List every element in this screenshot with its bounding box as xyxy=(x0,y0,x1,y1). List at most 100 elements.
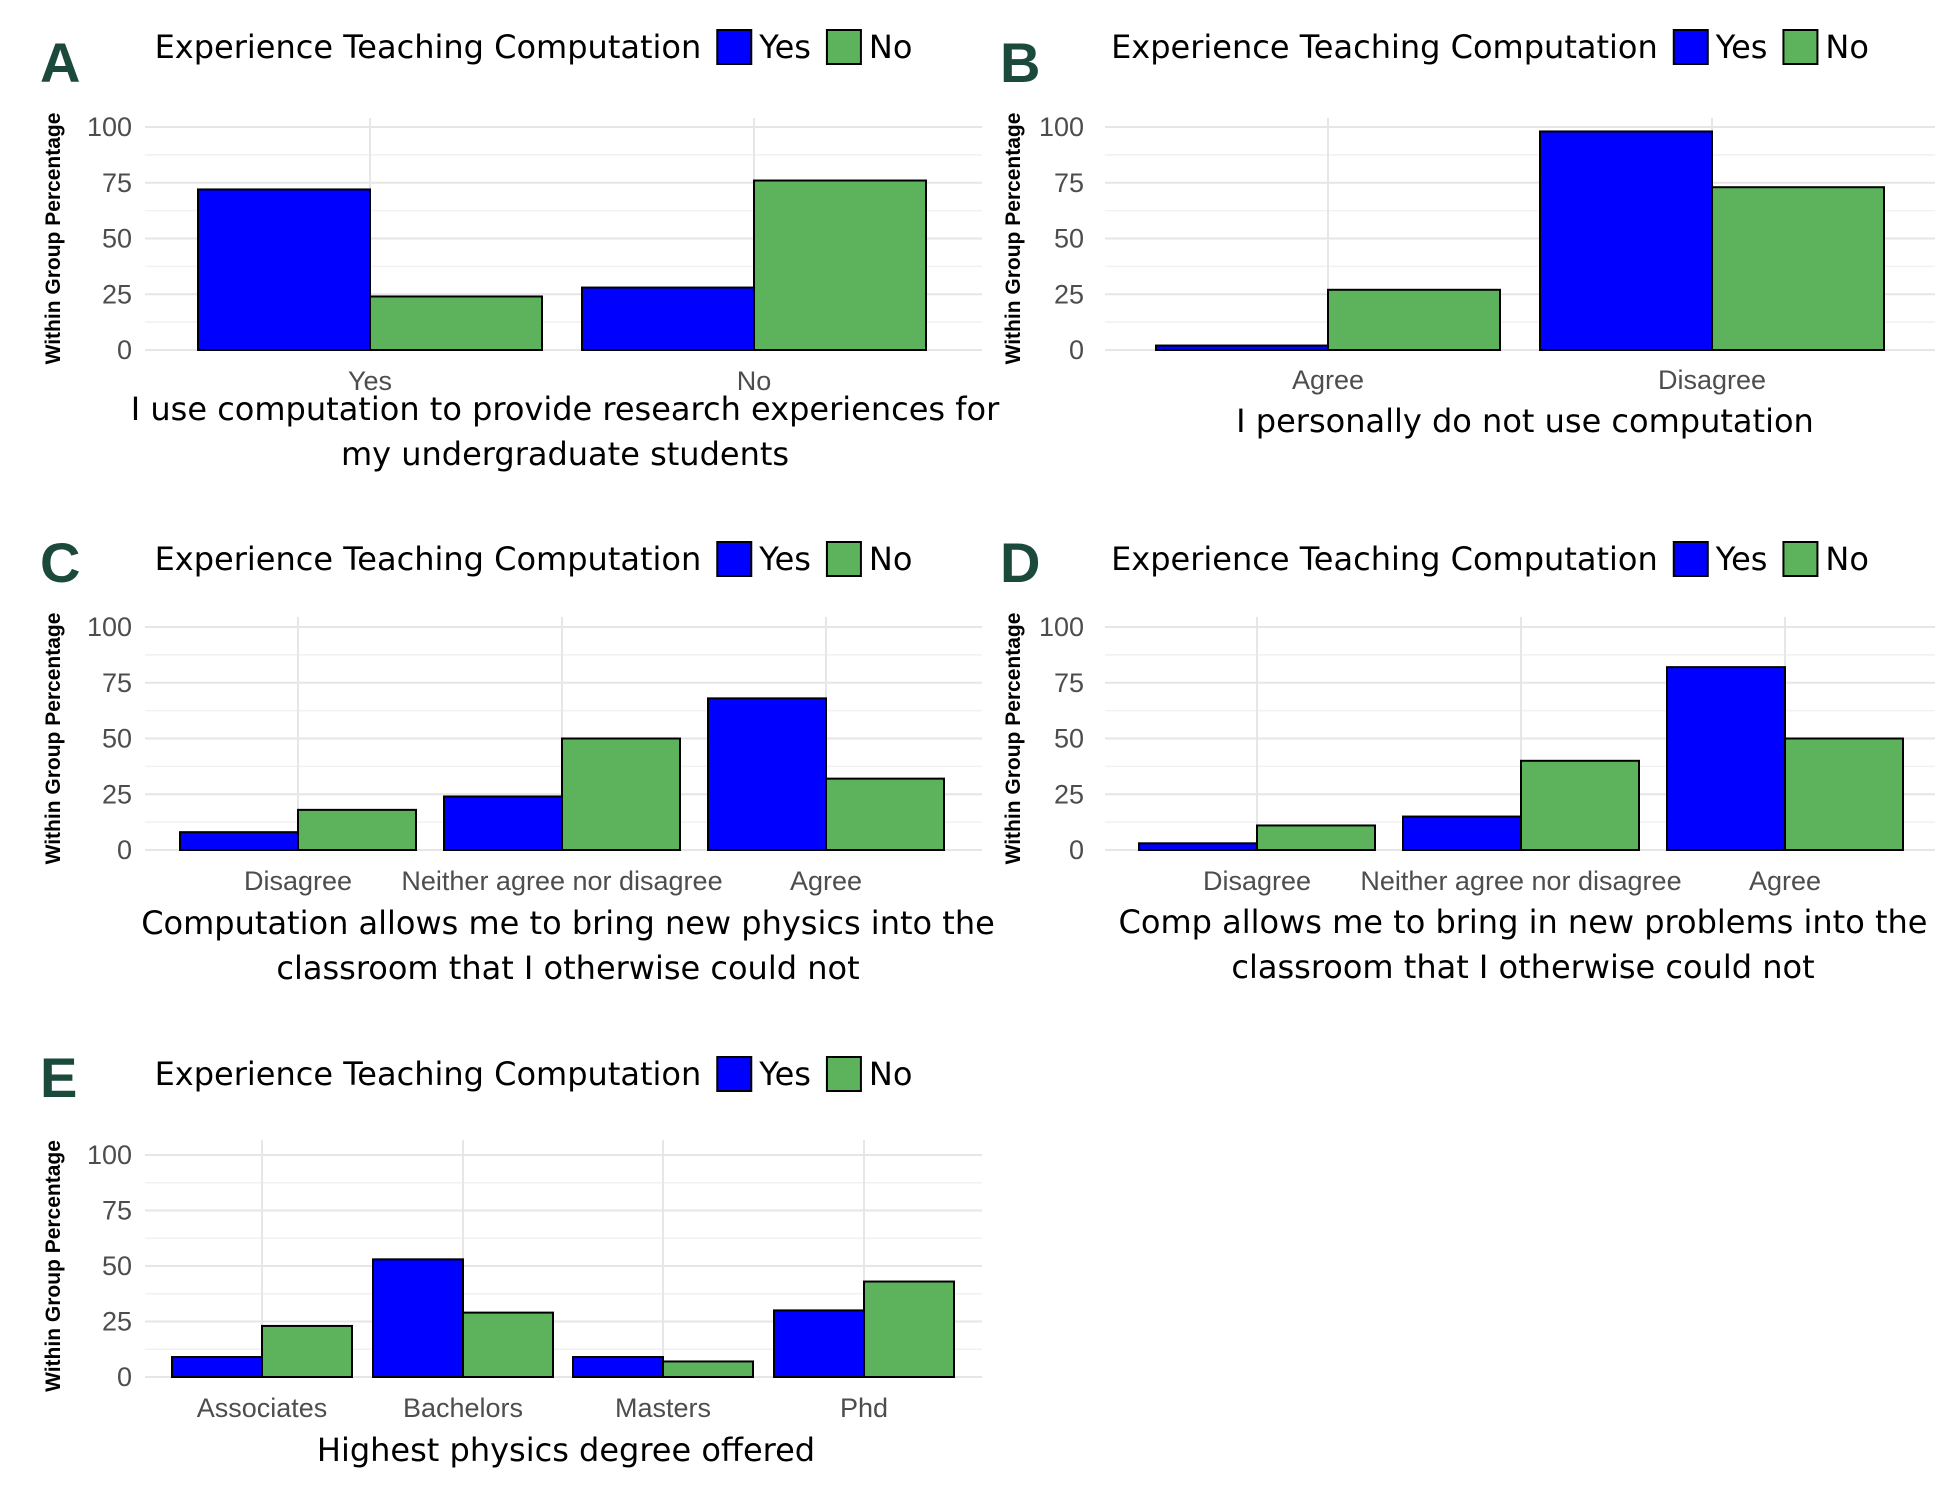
legend-key-yes xyxy=(716,541,753,577)
legend: Experience Teaching Computation Yes No xyxy=(155,28,913,66)
bar-yes-disagree xyxy=(1138,842,1258,851)
x-tick-label: Agree xyxy=(1749,866,1821,896)
bar-no-agree xyxy=(825,777,945,852)
legend-key-yes xyxy=(716,29,753,65)
y-tick-label: 75 xyxy=(1054,168,1084,198)
panel-c: 0 25 50 75 100 Disagree Neither agree nor disa… xyxy=(40,531,995,987)
y-tick-label: 0 xyxy=(1069,835,1084,865)
x-tick-label: Disagree xyxy=(1658,365,1766,395)
y-tick-label: 50 xyxy=(102,724,132,754)
y-axis-label: Within Group Percentage xyxy=(42,613,65,865)
y-axis-label: Within Group Percentage xyxy=(42,113,65,365)
y-axis-label: Within Group Percentage xyxy=(42,1140,65,1392)
bar-yes-masters xyxy=(572,1356,664,1379)
legend-label-yes: Yes xyxy=(1715,540,1768,578)
panel-d: 0 25 50 75 100 Disagree Neither agree nor disa… xyxy=(1000,531,1935,986)
legend-key-yes xyxy=(716,1056,753,1092)
x-axis-label: classroom that I otherwise could not xyxy=(1231,948,1814,986)
legend-key-no xyxy=(1782,541,1819,577)
bar-yes-bachelors xyxy=(372,1258,464,1378)
y-tick-label: 50 xyxy=(1054,724,1084,754)
x-axis-label: my undergraduate students xyxy=(341,435,789,473)
legend-key-yes xyxy=(1672,541,1709,577)
y-tick-label: 75 xyxy=(102,168,132,198)
bar-yes-associates xyxy=(171,1356,263,1379)
bar-no-bachelors xyxy=(462,1311,554,1378)
y-tick-label: 100 xyxy=(1039,112,1084,142)
legend-label-no: No xyxy=(1825,28,1869,66)
y-tick-label: 50 xyxy=(102,224,132,254)
x-axis-label: classroom that I otherwise could not xyxy=(276,949,859,987)
y-tick-label: 25 xyxy=(102,1307,132,1337)
x-tick-label: Neither agree nor disagree xyxy=(1360,866,1681,896)
legend-key-no xyxy=(825,29,862,65)
y-tick-label: 75 xyxy=(102,1196,132,1226)
legend-key-yes xyxy=(1672,29,1709,65)
panel-letter: C xyxy=(40,531,80,594)
x-tick-label: Disagree xyxy=(244,866,352,896)
panel-letter: B xyxy=(1000,31,1040,94)
y-tick-label: 75 xyxy=(102,668,132,698)
legend-title: Experience Teaching Computation xyxy=(155,540,702,578)
bar-yes-agree xyxy=(707,697,827,851)
y-tick-label: 0 xyxy=(117,1362,132,1392)
legend-label-yes: Yes xyxy=(758,28,811,66)
bar-no-disagree xyxy=(1711,186,1885,351)
legend-title: Experience Teaching Computation xyxy=(1111,28,1658,66)
x-axis-label: I use computation to provide research ex… xyxy=(131,390,1000,428)
x-tick-label: Yes xyxy=(348,366,392,396)
x-axis-label: I personally do not use computation xyxy=(1236,402,1814,440)
panel-e: 0 25 50 75 100 Associates Bachelors Masters Phd W… xyxy=(40,1046,982,1469)
x-tick-label: Phd xyxy=(840,1393,888,1423)
bar-yes-agree xyxy=(1155,344,1329,352)
y-tick-label: 25 xyxy=(1054,779,1084,809)
legend-key-no xyxy=(1782,29,1819,65)
x-axis-label: Computation allows me to bring new physi… xyxy=(141,904,995,942)
bar-yes-neither-agree-nor-disagree xyxy=(1402,815,1522,851)
legend-title: Experience Teaching Computation xyxy=(155,1055,702,1093)
y-tick-label: 100 xyxy=(87,112,132,142)
panel-a: 0 25 50 75 100 Yes No Within Group Percentage I … xyxy=(40,28,1000,473)
y-axis-label: Within Group Percentage xyxy=(1002,613,1025,865)
legend: Experience Teaching Computation Yes No xyxy=(1111,540,1869,578)
panel-letter: D xyxy=(1000,531,1040,594)
y-tick-label: 75 xyxy=(1054,668,1084,698)
x-tick-label: Bachelors xyxy=(403,1393,523,1423)
x-axis-label: Comp allows me to bring in new problems … xyxy=(1119,903,1928,941)
y-tick-label: 100 xyxy=(87,1140,132,1170)
legend-label-yes: Yes xyxy=(1715,28,1768,66)
legend-title: Experience Teaching Computation xyxy=(1111,540,1658,578)
x-tick-label: Agree xyxy=(1292,365,1364,395)
bar-yes-no xyxy=(581,286,755,351)
x-tick-label: Associates xyxy=(197,1393,328,1423)
bar-yes-phd xyxy=(773,1309,865,1379)
bar-yes-yes xyxy=(197,188,371,351)
bar-no-disagree xyxy=(1256,824,1376,851)
bar-no-neither-agree-nor-disagree xyxy=(1520,759,1640,851)
bar-yes-disagree xyxy=(1539,130,1713,351)
bar-no-associates xyxy=(261,1324,353,1378)
bar-no-yes xyxy=(369,295,543,352)
legend-key-no xyxy=(825,541,862,577)
bar-yes-disagree xyxy=(179,831,299,851)
legend-label-yes: Yes xyxy=(758,1055,811,1093)
y-tick-label: 0 xyxy=(1069,335,1084,365)
y-tick-label: 50 xyxy=(102,1251,132,1281)
y-tick-label: 25 xyxy=(102,779,132,809)
y-tick-label: 0 xyxy=(117,335,132,365)
panel-letter: A xyxy=(40,31,80,94)
x-tick-label: Neither agree nor disagree xyxy=(401,866,722,896)
bar-no-agree xyxy=(1327,288,1501,352)
y-tick-label: 25 xyxy=(1054,279,1084,309)
legend-label-no: No xyxy=(869,28,913,66)
legend: Experience Teaching Computation Yes No xyxy=(1111,28,1869,66)
x-tick-label: No xyxy=(737,366,772,396)
x-tick-label: Masters xyxy=(615,1393,711,1423)
legend-label-no: No xyxy=(869,1055,913,1093)
legend: Experience Teaching Computation Yes No xyxy=(155,540,913,578)
bar-no-agree xyxy=(1784,737,1904,851)
legend-label-no: No xyxy=(1825,540,1869,578)
bar-yes-neither-agree-nor-disagree xyxy=(443,795,563,851)
bar-no-masters xyxy=(662,1360,754,1378)
panel-b: 0 25 50 75 100 Agree Disagree Within Group Perc… xyxy=(1000,28,1935,440)
